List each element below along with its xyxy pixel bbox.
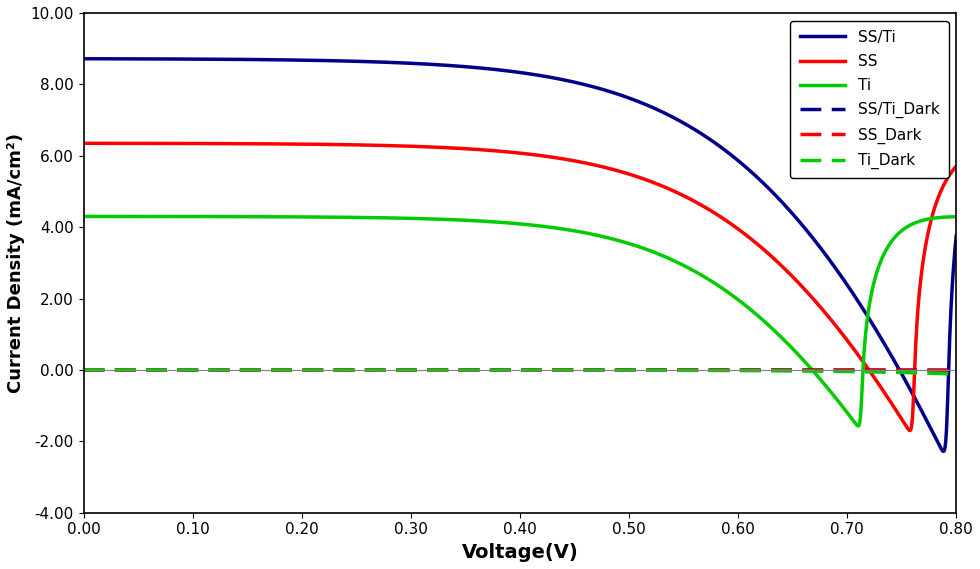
- Y-axis label: Current Density (mA/cm²): Current Density (mA/cm²): [7, 133, 24, 393]
- Legend: SS/Ti, SS, Ti, SS/Ti_Dark, SS_Dark, Ti_Dark: SS/Ti, SS, Ti, SS/Ti_Dark, SS_Dark, Ti_D…: [791, 20, 949, 178]
- X-axis label: Voltage(V): Voltage(V): [462, 543, 578, 562]
